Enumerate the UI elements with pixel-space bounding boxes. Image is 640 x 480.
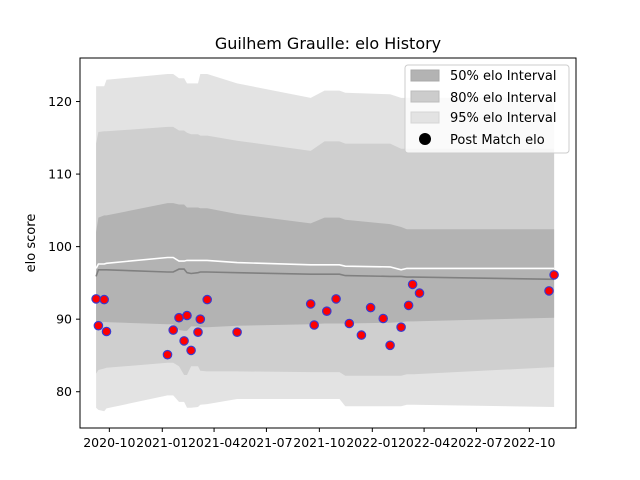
- post-match-point: [305, 299, 316, 309]
- post-match-point: [356, 330, 367, 340]
- axes-frame: [79, 57, 577, 429]
- post-match-point: [544, 286, 554, 296]
- post-match-point: [309, 320, 319, 330]
- post-match-point: [182, 310, 192, 321]
- post-match-point: [396, 322, 406, 332]
- post-match-point: [385, 340, 395, 351]
- legend-swatch-95: [410, 111, 440, 124]
- x-tick-label: 2021-04: [188, 435, 240, 450]
- mean-elo-line: [95, 268, 555, 281]
- post-match-point: [365, 302, 376, 313]
- post-match-point: [193, 327, 203, 337]
- post-match-point: [93, 320, 104, 331]
- y-tick-label: 120: [48, 94, 72, 109]
- plot-area: [91, 74, 559, 412]
- post-match-point: [232, 327, 242, 337]
- upper-elo-line: [95, 256, 555, 271]
- post-match-point: [344, 318, 355, 329]
- post-match-point: [549, 270, 559, 280]
- post-match-point: [378, 313, 388, 324]
- post-match-point: [321, 306, 332, 316]
- post-match-point: [186, 345, 196, 356]
- points-layer: [91, 270, 559, 360]
- x-tick-label: 2022-04: [398, 435, 450, 450]
- post-match-point: [99, 294, 109, 305]
- post-match-point: [179, 336, 189, 346]
- post-match-point: [331, 294, 341, 304]
- legend-label-points: Post Match elo: [450, 133, 545, 148]
- x-tick-label: 2022-07: [450, 435, 502, 450]
- line-layer: [95, 256, 555, 281]
- x-tick-label: 2020-10: [83, 435, 135, 450]
- post-match-point: [403, 300, 414, 311]
- legend-swatch-50: [410, 69, 440, 82]
- post-match-point: [168, 325, 178, 335]
- legend: 50% elo Interval 80% elo Interval 95% el…: [404, 64, 570, 154]
- post-match-point: [195, 314, 206, 324]
- x-tick-label: 2021-01: [136, 435, 188, 450]
- y-axis-label: elo score: [24, 214, 39, 273]
- x-tick-label: 2022-10: [503, 435, 555, 450]
- legend-label-50: 50% elo Interval: [450, 69, 557, 84]
- post-match-point: [407, 279, 418, 290]
- y-tick-label: 100: [48, 239, 72, 254]
- legend-swatch-80: [410, 90, 440, 103]
- post-match-point: [174, 312, 184, 323]
- chart-title: Guilhem Graulle: elo History: [215, 34, 441, 53]
- legend-label-80: 80% elo Interval: [450, 91, 557, 106]
- y-tick-label: 80: [56, 384, 72, 399]
- x-tick-label: 2022-01: [346, 435, 398, 450]
- legend-marker-point: [419, 133, 431, 145]
- post-match-point: [202, 294, 212, 305]
- y-axis-ticks: 80 90 100 110 120: [48, 94, 80, 399]
- post-match-point: [162, 349, 173, 360]
- post-match-point: [91, 294, 101, 304]
- legend-label-95: 95% elo Interval: [450, 111, 557, 126]
- y-tick-label: 90: [56, 312, 72, 327]
- post-match-point: [101, 326, 112, 337]
- y-tick-label: 110: [48, 167, 72, 182]
- x-tick-label: 2021-10: [293, 435, 345, 450]
- legend-frame: [404, 64, 570, 154]
- x-tick-label: 2021-07: [240, 435, 292, 450]
- post-match-point: [414, 288, 425, 298]
- x-axis-ticks: 2020-10 2021-01 2021-04 2021-07 2021-10 2022-…: [83, 428, 556, 450]
